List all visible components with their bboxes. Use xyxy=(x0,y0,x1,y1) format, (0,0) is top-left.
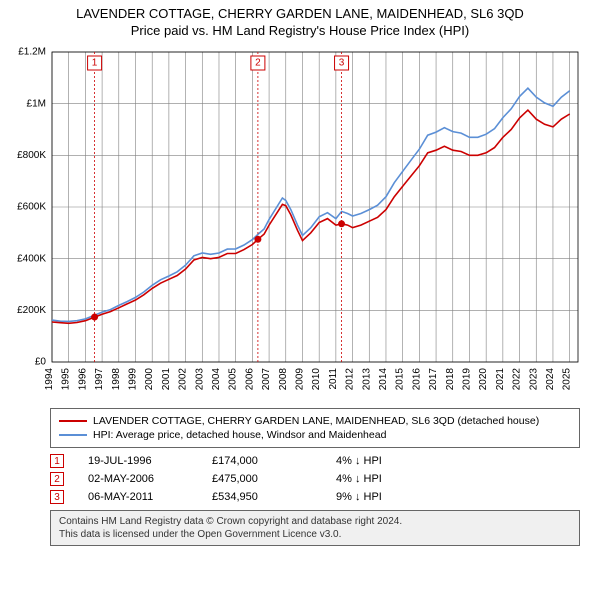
legend-label: HPI: Average price, detached house, Wind… xyxy=(93,429,386,441)
marker-dot xyxy=(91,314,98,321)
y-tick-label: £600K xyxy=(17,202,46,213)
y-tick-label: £800K xyxy=(17,150,46,161)
x-tick-label: 2006 xyxy=(244,368,255,391)
event-row: 3 06-MAY-2011 £534,950 9% ↓ HPI xyxy=(50,490,580,504)
marker-dot xyxy=(254,236,261,243)
x-tick-label: 2023 xyxy=(528,368,539,391)
y-tick-label: £200K xyxy=(17,305,46,316)
x-tick-label: 2018 xyxy=(445,368,456,391)
x-tick-label: 1996 xyxy=(77,368,88,391)
x-tick-label: 2021 xyxy=(495,368,506,391)
x-tick-label: 2013 xyxy=(361,368,372,391)
event-price: £174,000 xyxy=(212,455,312,467)
marker-number: 3 xyxy=(339,58,345,69)
x-tick-label: 2017 xyxy=(428,368,439,391)
x-tick-label: 2008 xyxy=(278,368,289,391)
event-price: £475,000 xyxy=(212,473,312,485)
x-tick-label: 2009 xyxy=(294,368,305,391)
x-tick-label: 2005 xyxy=(228,368,239,391)
event-diff: 9% ↓ HPI xyxy=(336,491,436,503)
footer-attribution: Contains HM Land Registry data © Crown c… xyxy=(50,510,580,546)
x-tick-label: 2002 xyxy=(178,368,189,391)
marker-number: 2 xyxy=(255,58,261,69)
x-tick-label: 1999 xyxy=(127,368,138,391)
x-tick-label: 2022 xyxy=(512,368,523,391)
legend-swatch xyxy=(59,420,87,422)
event-diff: 4% ↓ HPI xyxy=(336,473,436,485)
title-block: LAVENDER COTTAGE, CHERRY GARDEN LANE, MA… xyxy=(0,0,600,42)
x-tick-label: 1998 xyxy=(111,368,122,391)
x-tick-label: 1997 xyxy=(94,368,105,391)
y-tick-label: £400K xyxy=(17,253,46,264)
event-row: 2 02-MAY-2006 £475,000 4% ↓ HPI xyxy=(50,472,580,486)
event-marker: 3 xyxy=(50,490,64,504)
chart-container: LAVENDER COTTAGE, CHERRY GARDEN LANE, MA… xyxy=(0,0,600,546)
x-tick-label: 2010 xyxy=(311,368,322,391)
event-diff: 4% ↓ HPI xyxy=(336,455,436,467)
legend-box: LAVENDER COTTAGE, CHERRY GARDEN LANE, MA… xyxy=(50,408,580,448)
x-tick-label: 2019 xyxy=(461,368,472,391)
x-tick-label: 2003 xyxy=(194,368,205,391)
x-tick-label: 2004 xyxy=(211,368,222,391)
x-tick-label: 2020 xyxy=(478,368,489,391)
legend-row: HPI: Average price, detached house, Wind… xyxy=(59,429,571,441)
x-tick-label: 2024 xyxy=(545,368,556,391)
x-tick-label: 2016 xyxy=(411,368,422,391)
x-tick-label: 1995 xyxy=(61,368,72,391)
marker-dot xyxy=(338,220,345,227)
legend-swatch xyxy=(59,434,87,436)
x-tick-label: 2007 xyxy=(261,368,272,391)
legend-label: LAVENDER COTTAGE, CHERRY GARDEN LANE, MA… xyxy=(93,415,539,427)
event-marker: 1 xyxy=(50,454,64,468)
title-main: LAVENDER COTTAGE, CHERRY GARDEN LANE, MA… xyxy=(10,6,590,21)
events-table: 1 19-JUL-1996 £174,000 4% ↓ HPI 2 02-MAY-2006… xyxy=(50,454,580,504)
x-tick-label: 2025 xyxy=(562,368,573,391)
event-marker: 2 xyxy=(50,472,64,486)
y-tick-label: £1.2M xyxy=(18,47,46,58)
y-tick-label: £0 xyxy=(35,357,47,368)
x-tick-label: 2012 xyxy=(345,368,356,391)
legend-row: LAVENDER COTTAGE, CHERRY GARDEN LANE, MA… xyxy=(59,415,571,427)
x-tick-label: 2014 xyxy=(378,368,389,391)
title-sub: Price paid vs. HM Land Registry's House … xyxy=(10,23,590,38)
x-tick-label: 2015 xyxy=(395,368,406,391)
event-row: 1 19-JUL-1996 £174,000 4% ↓ HPI xyxy=(50,454,580,468)
event-date: 19-JUL-1996 xyxy=(88,455,188,467)
x-tick-label: 2000 xyxy=(144,368,155,391)
marker-number: 1 xyxy=(92,58,98,69)
x-tick-label: 2001 xyxy=(161,368,172,391)
y-tick-label: £1M xyxy=(27,98,46,109)
line-chart-svg: £0 £200K £400K £600K £800K £1M £1.2M 1994 1995 19… xyxy=(0,42,600,402)
event-date: 02-MAY-2006 xyxy=(88,473,188,485)
event-date: 06-MAY-2011 xyxy=(88,491,188,503)
footer-line-2: This data is licensed under the Open Gov… xyxy=(59,528,571,541)
x-tick-label: 1994 xyxy=(44,368,55,391)
x-tick-label: 2011 xyxy=(328,368,339,390)
chart-area: £0 £200K £400K £600K £800K £1M £1.2M 1994 1995 19… xyxy=(0,42,600,402)
event-price: £534,950 xyxy=(212,491,312,503)
footer-line-1: Contains HM Land Registry data © Crown c… xyxy=(59,515,571,528)
